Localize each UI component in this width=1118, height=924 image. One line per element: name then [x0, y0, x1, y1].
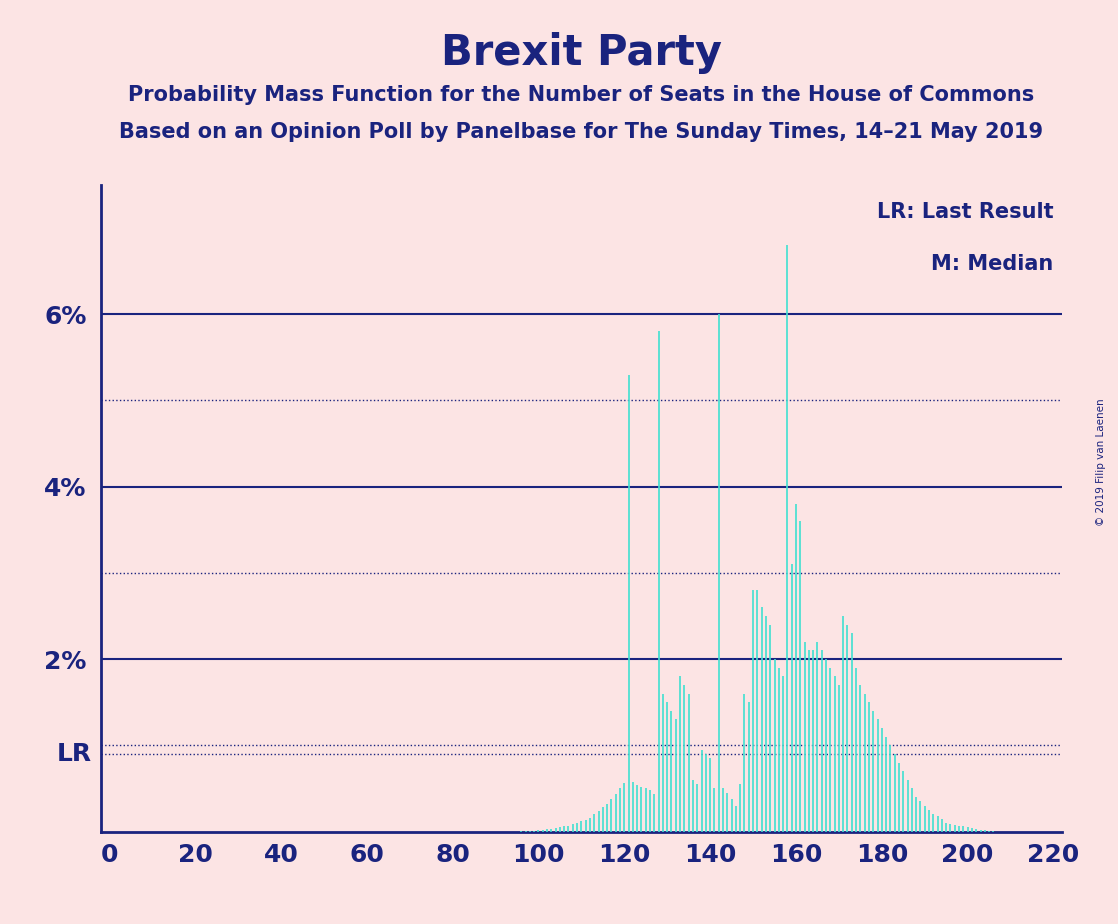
Text: © 2019 Filip van Laenen: © 2019 Filip van Laenen	[1097, 398, 1106, 526]
Text: LR: Last Result: LR: Last Result	[877, 202, 1053, 222]
Text: Probability Mass Function for the Number of Seats in the House of Commons: Probability Mass Function for the Number…	[129, 85, 1034, 105]
Text: Based on an Opinion Poll by Panelbase for The Sunday Times, 14–21 May 2019: Based on an Opinion Poll by Panelbase fo…	[120, 122, 1043, 142]
Text: Brexit Party: Brexit Party	[440, 32, 722, 74]
Text: LR: LR	[57, 742, 92, 766]
Text: M: Median: M: Median	[931, 254, 1053, 274]
